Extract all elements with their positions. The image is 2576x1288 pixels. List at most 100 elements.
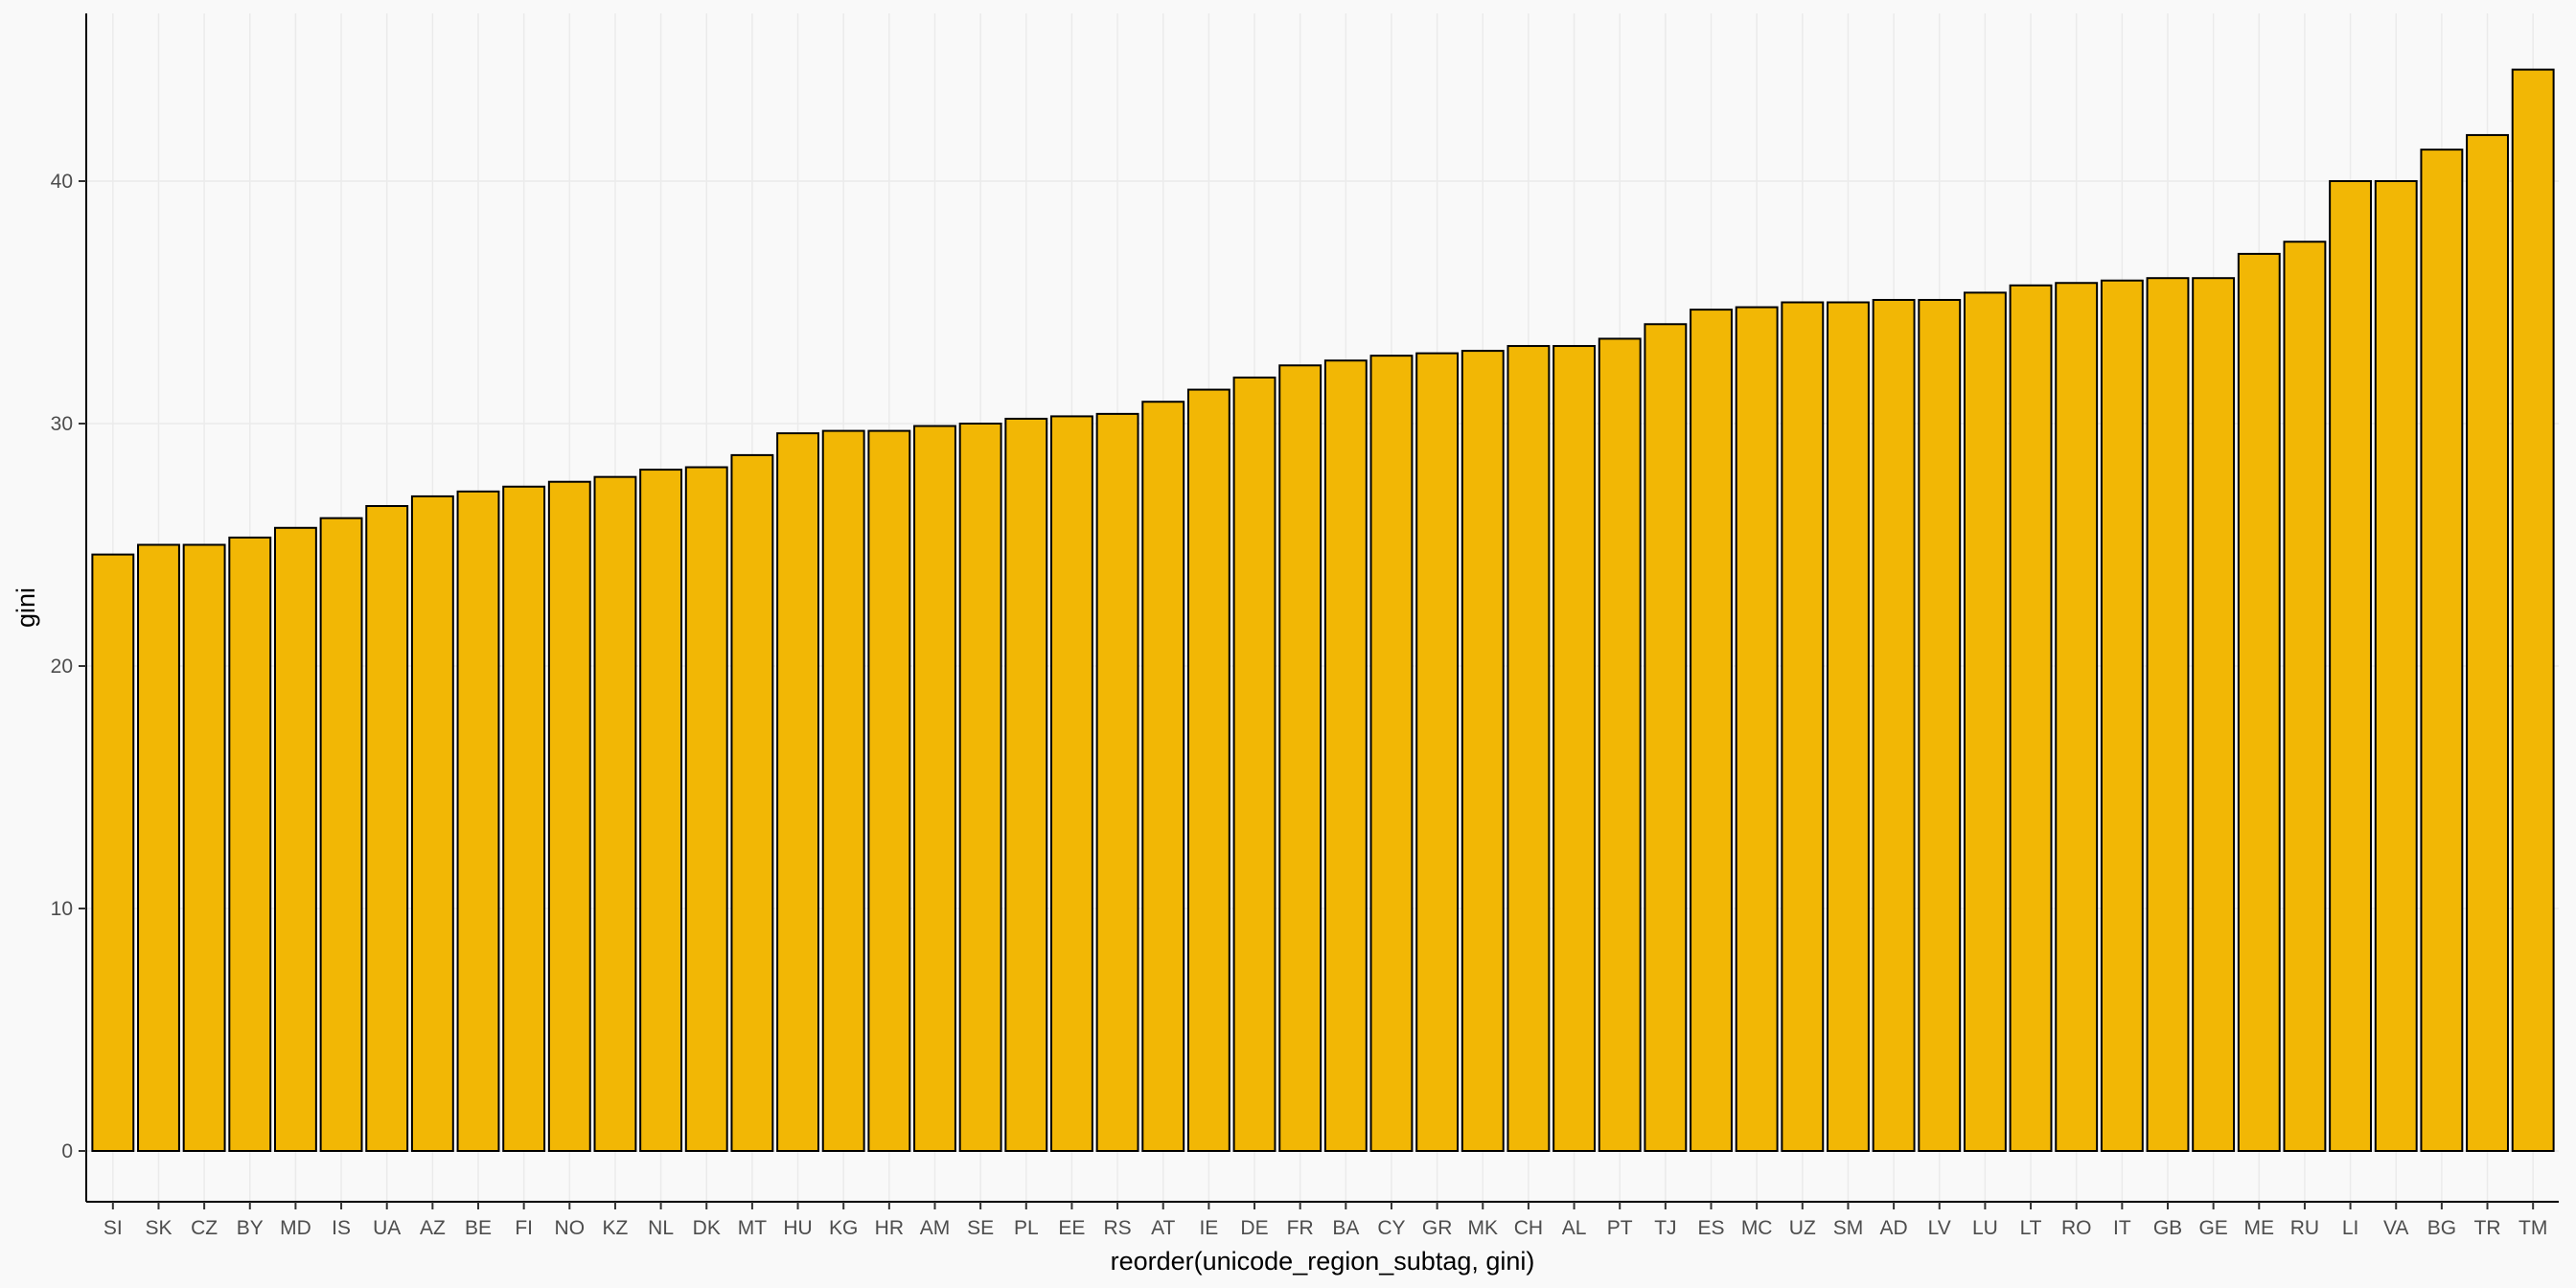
x-tick-label: AT [1151,1217,1175,1239]
bar-dk [684,466,728,1153]
bar-lv [1918,298,1962,1153]
bar-rs [1095,412,1139,1152]
bar-it [2100,279,2144,1153]
x-tick-label: MD [280,1217,311,1239]
x-tick-label: SI [104,1217,123,1239]
x-tick-label: AZ [420,1217,446,1239]
bar-uz [1781,301,1825,1152]
x-tick-label: AL [1562,1217,1587,1239]
x-tick-label: SK [145,1217,172,1239]
x-tick-label: NL [648,1217,674,1239]
bar-al [1552,345,1597,1153]
bar-no [547,480,591,1153]
x-tick-label: NO [555,1217,586,1239]
x-axis-title: reorder(unicode_region_subtag, gini) [1111,1247,1535,1276]
bar-fi [502,485,546,1152]
bar-pt [1598,337,1642,1152]
bar-ch [1506,345,1551,1153]
x-tick-label: DE [1240,1217,1268,1239]
bar-ge [2192,277,2236,1152]
y-tick-label: 40 [51,171,73,193]
x-tick-label: CZ [191,1217,218,1239]
x-tick-label: RS [1103,1217,1131,1239]
x-tick-label: MT [738,1217,767,1239]
x-tick-label: BY [237,1217,264,1239]
x-tick-label: HU [783,1217,812,1239]
bar-md [273,526,317,1152]
bar-tm [2511,68,2555,1153]
x-tick-label: AD [1880,1217,1908,1239]
x-tick-label: FI [515,1217,533,1239]
x-tick-label: UA [373,1217,401,1239]
bar-ua [365,505,409,1152]
x-tick-label: HR [875,1217,904,1239]
y-tick-label: 0 [61,1140,73,1162]
bar-bg [2420,149,2464,1153]
bar-sm [1827,301,1870,1152]
bar-se [958,423,1002,1152]
x-tick-label: PT [1607,1217,1633,1239]
x-tick-label: RO [2061,1217,2092,1239]
bar-ru [2283,241,2327,1152]
bar-kg [821,429,865,1152]
x-tick-label: MC [1741,1217,1773,1239]
x-tick-label: KZ [603,1217,629,1239]
bar-mt [730,453,774,1152]
x-tick-label: IS [332,1217,351,1239]
x-tick-label: CY [1377,1217,1405,1239]
x-tick-label: SM [1833,1217,1864,1239]
x-tick-label: TJ [1654,1217,1676,1239]
bar-lu [1963,291,2007,1152]
bar-kz [593,475,637,1153]
bars [91,68,2555,1153]
x-tick-label: ES [1698,1217,1725,1239]
x-tick-label: DK [693,1217,721,1239]
x-tick-label: LT [2020,1217,2042,1239]
bar-me [2237,252,2281,1152]
x-tick-label: GR [1422,1217,1453,1239]
bar-ba [1323,359,1368,1153]
x-tick-label: LI [2342,1217,2359,1239]
x-tick-label: PL [1014,1217,1039,1239]
bar-li [2329,180,2373,1152]
x-tick-label: TM [2518,1217,2547,1239]
bar-tj [1644,323,1688,1152]
bar-cz [182,543,226,1152]
x-tick-label: GE [2198,1217,2227,1239]
x-tick-label: AM [920,1217,951,1239]
bar-fr [1278,364,1322,1152]
x-tick-label: EE [1058,1217,1085,1239]
bar-hr [867,429,911,1152]
bar-ro [2055,282,2099,1152]
y-axis-title: gini [12,587,40,628]
bar-sk [137,543,180,1152]
x-tick-label: RU [2290,1217,2319,1239]
bar-tr [2466,133,2509,1152]
y-tick-label: 30 [51,413,73,435]
x-tick-label: LV [1928,1217,1951,1239]
bar-mk [1460,350,1505,1153]
bar-is [319,517,363,1152]
x-tick-label: IT [2113,1217,2131,1239]
x-tick-label: FR [1287,1217,1314,1239]
bar-pl [1004,417,1048,1152]
bar-nl [639,469,683,1152]
bar-cy [1369,355,1414,1153]
bar-va [2374,180,2418,1152]
y-tick-label: 10 [51,898,73,920]
x-tick-label: MK [1468,1217,1499,1239]
bar-be [456,490,500,1152]
axes [85,13,2559,1203]
x-tick-label: BE [465,1217,492,1239]
y-tick-label: 20 [51,656,73,678]
bar-ie [1186,388,1230,1152]
x-tick-label: UZ [1789,1217,1816,1239]
bar-at [1141,401,1185,1153]
bar-gb [2146,277,2190,1152]
bar-az [410,494,454,1152]
x-tick-label: ME [2244,1217,2275,1239]
bar-de [1232,376,1276,1152]
x-tick-label: KG [829,1217,858,1239]
bar-gr [1415,352,1460,1152]
